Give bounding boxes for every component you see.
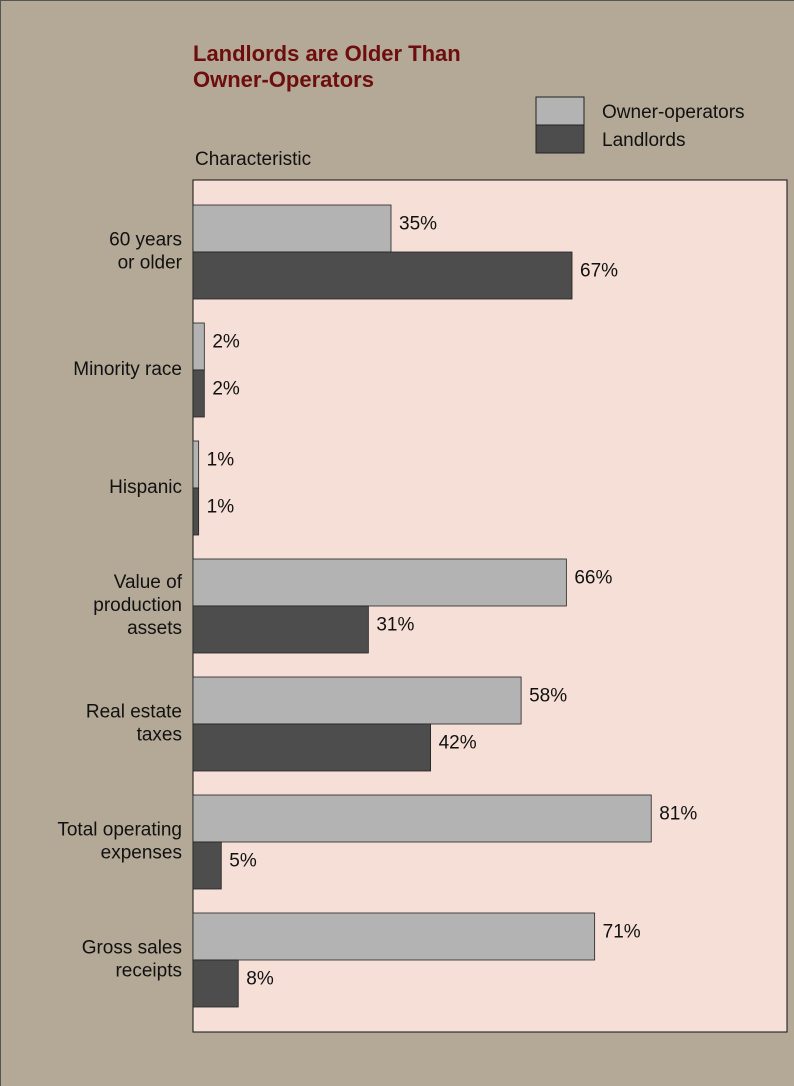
- axis-label: Characteristic: [195, 149, 311, 170]
- bar: [192, 369, 205, 418]
- value-label: 1%: [207, 450, 235, 471]
- value-label: 67%: [580, 261, 618, 282]
- category-label: receipts: [115, 961, 182, 982]
- category-label: Real estate: [86, 702, 182, 723]
- chart-title: Owner-Operators: [193, 67, 374, 92]
- bar: [192, 723, 432, 772]
- bar: [192, 841, 222, 890]
- bar: [192, 605, 369, 654]
- category-label: Gross sales: [82, 938, 182, 959]
- category-label: production: [93, 595, 182, 616]
- bar: [192, 251, 573, 300]
- bar: [192, 204, 392, 253]
- value-label: 58%: [529, 686, 567, 707]
- category-label: or older: [118, 253, 183, 274]
- value-label: 2%: [212, 379, 240, 400]
- value-label: 8%: [246, 969, 274, 990]
- bar: [192, 794, 652, 843]
- legend-swatch: [535, 124, 585, 154]
- bar: [192, 558, 567, 607]
- bar: [192, 487, 200, 536]
- bar: [192, 322, 205, 371]
- value-label: 66%: [574, 568, 612, 589]
- bar: [192, 440, 200, 489]
- legend-swatch: [535, 96, 585, 126]
- value-label: 5%: [229, 851, 257, 872]
- value-label: 35%: [399, 214, 437, 235]
- category-label: assets: [127, 618, 182, 639]
- value-label: 1%: [207, 497, 235, 518]
- legend-label: Landlords: [602, 130, 685, 151]
- legend-label: Owner-operators: [602, 102, 745, 123]
- value-label: 2%: [212, 332, 240, 353]
- chart-title: Landlords are Older Than: [193, 41, 461, 66]
- value-label: 42%: [439, 733, 477, 754]
- value-label: 81%: [659, 804, 697, 825]
- bar: [192, 676, 522, 725]
- bar: [192, 912, 596, 961]
- category-label: expenses: [101, 843, 182, 864]
- bar: [192, 959, 239, 1008]
- category-label: Minority race: [73, 359, 182, 380]
- category-label: taxes: [137, 725, 182, 746]
- category-label: Hispanic: [109, 477, 182, 498]
- category-label: 60 years: [109, 230, 182, 251]
- category-label: Value of: [114, 572, 183, 593]
- value-label: 31%: [376, 615, 414, 636]
- category-label: Total operating: [57, 820, 182, 841]
- value-label: 71%: [603, 922, 641, 943]
